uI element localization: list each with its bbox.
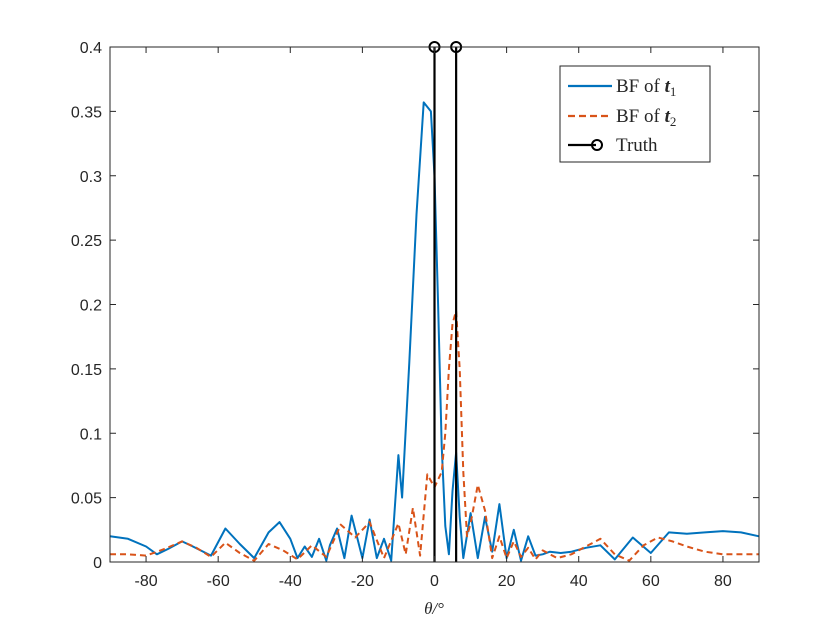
- x-tick-label-3: -20: [351, 573, 374, 590]
- series-layer: [109, 101, 760, 562]
- legend-symbol-t: t: [665, 76, 671, 97]
- legend-symbol-t: t: [665, 106, 671, 127]
- x-tick-label-8: 80: [714, 573, 732, 590]
- y-tick-label-3: 0.15: [71, 362, 102, 379]
- legend-item-truth: Truth: [568, 135, 658, 156]
- legend-label-bf-t1: BF of t1: [616, 76, 676, 99]
- legend-item-bf-t1: BF of t1: [568, 76, 676, 99]
- legend-marker-truth: [591, 139, 603, 151]
- legend-prefix-bf-t1: BF of: [616, 76, 665, 97]
- y-tick-label-7: 0.35: [71, 104, 102, 121]
- y-tick-label-2: 0.1: [80, 426, 102, 443]
- y-tick-label-8: 0.4: [80, 40, 102, 57]
- legend-item-bf-t2: BF of t2: [568, 106, 676, 129]
- legend-subscript-2: 2: [670, 114, 677, 129]
- legend-subscript-1: 1: [670, 84, 677, 99]
- x-tick-label-2: -40: [279, 573, 302, 590]
- series-line-2: [110, 309, 759, 562]
- x-tick-label-4: 0: [430, 573, 439, 590]
- y-tick-label-6: 0.3: [80, 169, 102, 186]
- x-tick-label-6: 40: [570, 573, 588, 590]
- x-tick-label-0: -80: [134, 573, 157, 590]
- legend-label-bf-t2: BF of t2: [616, 106, 676, 129]
- legend: BF of t1 BF of t2 Truth: [559, 65, 711, 163]
- y-tick-label-4: 0.2: [80, 298, 102, 315]
- y-tick-label-1: 0.05: [71, 491, 102, 508]
- legend-label-truth: Truth: [616, 135, 658, 156]
- x-tick-label-5: 20: [498, 573, 516, 590]
- y-tick-label-0: 0: [93, 555, 102, 572]
- legend-prefix-bf-t2: BF of: [616, 106, 665, 127]
- x-tick-label-1: -60: [207, 573, 230, 590]
- x-axis-label: θ/°: [424, 599, 444, 618]
- series-line-1: [109, 101, 760, 562]
- x-tick-label-7: 60: [642, 573, 660, 590]
- y-tick-label-5: 0.25: [71, 233, 102, 250]
- tick-layer: -80 -60 -40 -20 0 20 40 60 80 0 0.05 0.1 0.15 0.2 0.25…: [71, 40, 759, 590]
